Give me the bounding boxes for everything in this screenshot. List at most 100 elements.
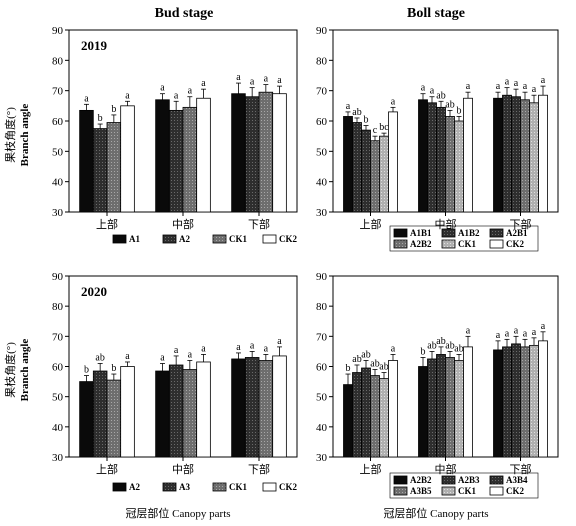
- significance-letter: ab: [445, 99, 454, 110]
- bar-a2b2: [445, 116, 455, 213]
- legend-label: A3: [179, 482, 190, 492]
- y-tick-label: 60: [316, 116, 328, 128]
- significance-letter: ab: [427, 340, 436, 351]
- significance-letter: a: [236, 342, 241, 353]
- legend-label: A2B3: [458, 475, 480, 485]
- bar-a3b4: [361, 367, 371, 458]
- bar-ck1: [454, 360, 464, 458]
- significance-letter: b: [364, 115, 369, 126]
- legend-label: CK2: [506, 486, 525, 496]
- significance-letter: ab: [352, 354, 361, 365]
- significance-letter: a: [236, 72, 241, 83]
- significance-letter: a: [430, 86, 435, 97]
- x-tick-label: 上部: [96, 217, 118, 231]
- y-tick-label: 40: [52, 422, 64, 434]
- bar-a3b5: [445, 357, 455, 458]
- x-tick-label: 下部: [510, 217, 532, 231]
- significance-letter: a: [160, 83, 165, 94]
- bar-a1b2: [427, 102, 437, 213]
- bar-a2: [79, 381, 94, 458]
- bar-a2b3: [352, 372, 362, 458]
- significance-letter: a: [201, 343, 206, 354]
- y-tick-label: 40: [316, 422, 328, 434]
- legend-label: CK1: [458, 239, 477, 249]
- significance-letter: ab: [454, 343, 463, 354]
- bar-ck2: [388, 360, 398, 458]
- significance-letter: a: [466, 325, 471, 336]
- significance-letter: b: [421, 346, 426, 357]
- legend-label: A2: [129, 482, 140, 492]
- legend-swatch: [162, 234, 177, 244]
- bar-a1: [231, 93, 246, 213]
- bar-a2b1: [361, 129, 371, 213]
- legend-swatch: [441, 486, 456, 496]
- bar-a2b2: [493, 349, 503, 458]
- y-tick-label: 50: [52, 392, 64, 404]
- significance-letter: a: [532, 327, 537, 338]
- significance-letter: a: [523, 328, 528, 339]
- bar-ck1: [106, 379, 122, 458]
- y-tick-label: 60: [316, 362, 328, 374]
- legend-swatch: [489, 475, 504, 485]
- bar-ck1: [454, 120, 464, 213]
- y-tick-label: 30: [316, 207, 328, 219]
- bar-a2b2: [418, 366, 428, 458]
- y-tick-label: 80: [316, 55, 328, 67]
- significance-letter: a: [125, 351, 130, 362]
- bar-ck2: [120, 105, 135, 213]
- bar-a2: [244, 96, 260, 213]
- significance-letter: ab: [436, 336, 445, 347]
- bar-a3: [92, 370, 108, 458]
- legend-swatch: [262, 482, 277, 492]
- y-tick-label: 50: [316, 392, 328, 404]
- y-tick-label: 90: [52, 271, 64, 283]
- x-axis-label-left: 冠层部位 Canopy parts: [125, 506, 230, 520]
- x-axis-label-right: 冠层部位 Canopy parts: [383, 506, 488, 520]
- legend-swatch: [489, 228, 504, 238]
- y-tick-label: 50: [52, 146, 64, 158]
- legend-swatch: [212, 234, 227, 244]
- y-axis-label-en-bottom: Branch angle: [19, 339, 31, 402]
- significance-letter: ab: [352, 107, 361, 118]
- y-tick-label: 90: [316, 25, 328, 37]
- y-tick-label: 70: [52, 331, 64, 343]
- significance-letter: bc: [379, 122, 389, 133]
- significance-letter: a: [264, 74, 269, 85]
- significance-letter: a: [174, 345, 179, 356]
- year-label: 2020: [81, 284, 107, 299]
- y-axis-label-cn-bottom: 果枝角度(°): [3, 342, 17, 398]
- legend-box: [389, 225, 539, 252]
- bar-a3b4: [511, 343, 521, 458]
- legend-swatch: [212, 482, 227, 492]
- bar-ck2: [272, 93, 287, 213]
- y-tick-label: 60: [52, 362, 64, 374]
- bar-a1b1: [493, 97, 503, 213]
- bar-ck2: [120, 366, 135, 458]
- y-tick-label: 30: [316, 452, 328, 464]
- legend-label: A3B4: [506, 475, 528, 485]
- bar-a3b5: [520, 346, 530, 458]
- significance-letter: c: [373, 125, 378, 136]
- y-axis-label-en-top: Branch angle: [19, 104, 31, 167]
- y-tick-label: 60: [52, 116, 64, 128]
- legend: A1B1 A1B2 A2B1 A2B2 CK1 CK2: [389, 225, 539, 252]
- bar-a3: [168, 364, 184, 458]
- bar-ck1: [379, 135, 389, 213]
- legend-label: A1B1: [410, 228, 432, 238]
- significance-letter: a: [391, 96, 396, 107]
- legend-swatch: [393, 486, 408, 496]
- x-tick-label: 下部: [248, 217, 270, 231]
- significance-letter: a: [421, 83, 426, 94]
- bar-ck2: [463, 97, 473, 213]
- significance-letter: a: [532, 84, 537, 95]
- legend: A2 A3 CK1 CK2: [112, 482, 298, 492]
- legend-swatch: [489, 486, 504, 496]
- bar-ck2: [272, 355, 287, 458]
- significance-letter: a: [277, 75, 282, 86]
- column-title-bud: Bud stage: [155, 6, 214, 21]
- year-label: 2019: [81, 38, 108, 53]
- significance-letter: a: [188, 349, 193, 360]
- legend: A1 A2 CK1 CK2: [112, 234, 298, 244]
- bar-a3: [244, 357, 260, 458]
- legend-label: CK1: [229, 482, 248, 492]
